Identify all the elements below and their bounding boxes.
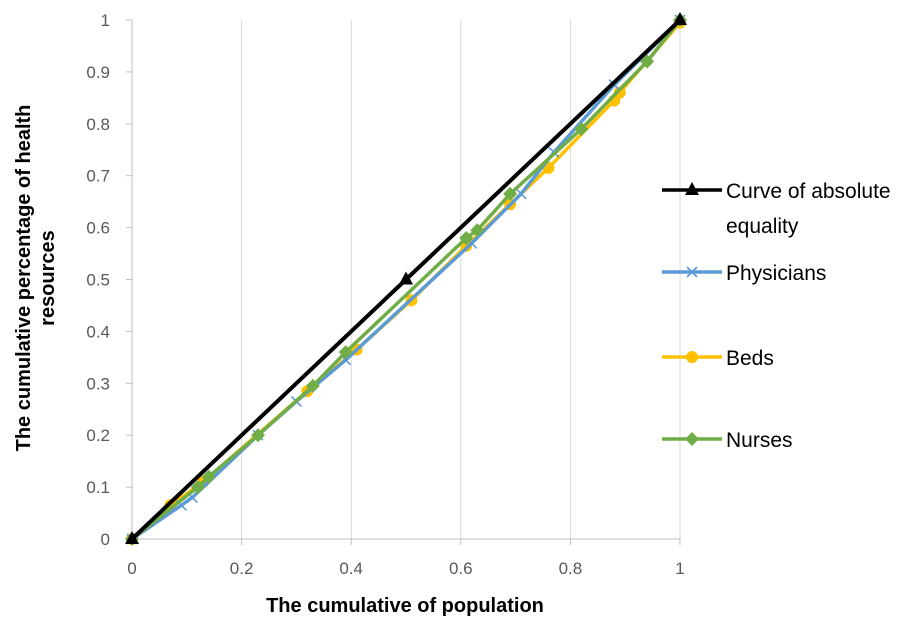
data-point: [125, 531, 139, 544]
x-tick-label: 0: [127, 559, 136, 578]
y-tick-label: 0.6: [86, 219, 110, 238]
legend-item: Beds: [662, 347, 774, 370]
series-curve-of-absolute-equality: [125, 12, 687, 544]
x-tick-label: 0.8: [559, 559, 583, 578]
data-point: [515, 188, 527, 200]
x-tick-label: 0.4: [339, 559, 363, 578]
legend-label: equality: [726, 215, 799, 238]
y-tick-label: 0.9: [86, 63, 110, 82]
x-tick-label: 0.6: [449, 559, 473, 578]
y-tick-label: 0.7: [86, 167, 110, 186]
legend-item: Curve of absolute equality: [662, 180, 891, 238]
data-point: [640, 54, 655, 69]
y-axis-title-line: The cumulative percentage of health: [13, 105, 35, 452]
legend: Curve of absolute equality Physicians Beds N…: [662, 180, 891, 452]
y-tick-labels: 0 0.1 0.2 0.3 0.4 0.5 0.6 0.7 0.8 0.9 1: [86, 11, 110, 549]
data-point: [613, 86, 626, 99]
data-point: [470, 223, 485, 238]
legend-swatch-marker: [685, 182, 699, 195]
x-tick-labels: 0 0.2 0.4 0.6 0.8 1: [127, 559, 684, 578]
legend-item: Physicians: [662, 262, 826, 285]
data-point: [459, 230, 474, 245]
x-tick-label: 0.2: [230, 559, 254, 578]
data-point: [201, 469, 216, 484]
legend-label: Physicians: [726, 262, 826, 285]
data-point: [251, 428, 266, 443]
legend-swatch-marker: [685, 432, 699, 446]
legend-label: Beds: [726, 347, 774, 370]
legend-item: Nurses: [662, 429, 793, 452]
data-point: [503, 186, 518, 201]
legend-label: Curve of absolute: [726, 180, 891, 203]
data-point: [399, 271, 413, 285]
y-tick-label: 0.5: [86, 271, 110, 290]
y-axis-title: The cumulative percentage of health resou…: [13, 105, 59, 452]
data-point: [190, 480, 205, 495]
y-tick-label: 0.8: [86, 115, 110, 134]
x-tick-label: 1: [675, 559, 684, 578]
data-point: [673, 12, 687, 25]
y-tick-label: 0.4: [86, 322, 110, 341]
y-tick-label: 0.2: [86, 426, 110, 445]
y-tick-label: 1: [101, 11, 110, 30]
data-point: [338, 345, 353, 360]
y-tick-label: 0.3: [86, 374, 110, 393]
data-point: [574, 121, 589, 136]
legend-swatch-marker: [686, 266, 698, 278]
data-point: [305, 378, 320, 393]
y-tick-label: 0: [101, 530, 110, 549]
x-axis-title: The cumulative of population: [266, 595, 544, 617]
y-tick-label: 0.1: [86, 478, 110, 497]
axes: [126, 19, 681, 545]
legend-swatch-marker: [686, 351, 698, 363]
series-group: [125, 12, 687, 546]
y-axis-title-line: resources: [37, 230, 59, 326]
legend-label: Nurses: [726, 429, 793, 452]
